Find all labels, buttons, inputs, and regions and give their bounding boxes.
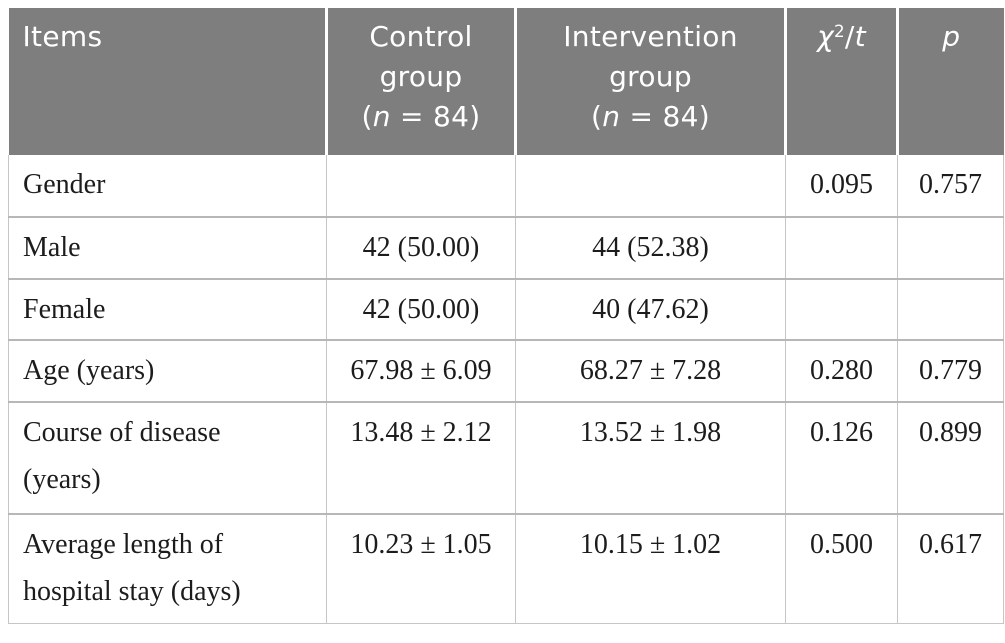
baseline-characteristics-table: Items Control group (n = 84) Intervention…	[8, 8, 1004, 624]
table-body: Gender 0.095 0.757 Male 42 (50.00) 44 (5…	[8, 155, 1004, 624]
intervention-cell	[515, 155, 786, 218]
stat-cell: 0.126	[785, 401, 898, 515]
control-cell: 67.98 ± 6.09	[326, 339, 516, 403]
stat-cell: 0.280	[785, 339, 898, 403]
p-cell: 0.779	[897, 339, 1004, 403]
intervention-group-n: (n = 84)	[591, 100, 710, 133]
table-row-female: Female 42 (50.00) 40 (47.62)	[8, 278, 1004, 341]
item-cell: Female	[8, 278, 327, 341]
control-group-n: (n = 84)	[361, 100, 481, 133]
table-row-course-of-disease: Course of disease (years) 13.48 ± 2.12 1…	[8, 401, 1004, 515]
item-cell: Gender	[8, 155, 327, 218]
intervention-cell: 40 (47.62)	[515, 278, 786, 341]
p-cell: 0.757	[897, 155, 1004, 218]
table-header: Items Control group (n = 84) Intervention…	[8, 8, 1004, 155]
p-cell: 0.899	[897, 401, 1004, 515]
p-cell: 0.617	[897, 513, 1004, 624]
p-cell	[897, 216, 1004, 280]
item-cell: Course of disease (years)	[8, 401, 327, 515]
control-cell: 13.48 ± 2.12	[326, 401, 516, 515]
header-row: Items Control group (n = 84) Intervention…	[8, 8, 1004, 155]
table-row-male: Male 42 (50.00) 44 (52.38)	[8, 216, 1004, 280]
intervention-group-title: Intervention group	[563, 20, 738, 93]
control-cell	[326, 155, 516, 218]
control-cell: 42 (50.00)	[326, 278, 516, 341]
p-cell	[897, 278, 1004, 341]
p-label: p	[942, 20, 961, 53]
stat-cell	[785, 278, 898, 341]
item-cell: Age (years)	[8, 339, 327, 403]
stat-cell: 0.500	[785, 513, 898, 624]
col-header-chi-square-t: χ2/t	[784, 8, 898, 155]
control-cell: 42 (50.00)	[326, 216, 516, 280]
intervention-cell: 10.15 ± 1.02	[515, 513, 786, 624]
table-row-age: Age (years) 67.98 ± 6.09 68.27 ± 7.28 0.…	[8, 339, 1004, 403]
col-header-p-value: p	[896, 8, 1004, 155]
table-row-hospital-stay: Average length of hospital stay (days) 1…	[8, 513, 1004, 624]
col-header-intervention-group: Intervention group (n = 84)	[514, 8, 786, 155]
col-header-items-label: Items	[22, 20, 103, 53]
intervention-cell: 44 (52.38)	[515, 216, 786, 280]
intervention-cell: 13.52 ± 1.98	[515, 401, 786, 515]
stat-cell: 0.095	[785, 155, 898, 218]
stat-cell	[785, 216, 898, 280]
item-cell: Average length of hospital stay (days)	[8, 513, 327, 624]
intervention-cell: 68.27 ± 7.28	[515, 339, 786, 403]
col-header-items: Items	[8, 8, 327, 155]
item-cell: Male	[8, 216, 327, 280]
control-cell: 10.23 ± 1.05	[326, 513, 516, 624]
col-header-control-group: Control group (n = 84)	[325, 8, 516, 155]
table-row-gender: Gender 0.095 0.757	[8, 155, 1004, 218]
control-group-title: Control group	[369, 20, 473, 93]
